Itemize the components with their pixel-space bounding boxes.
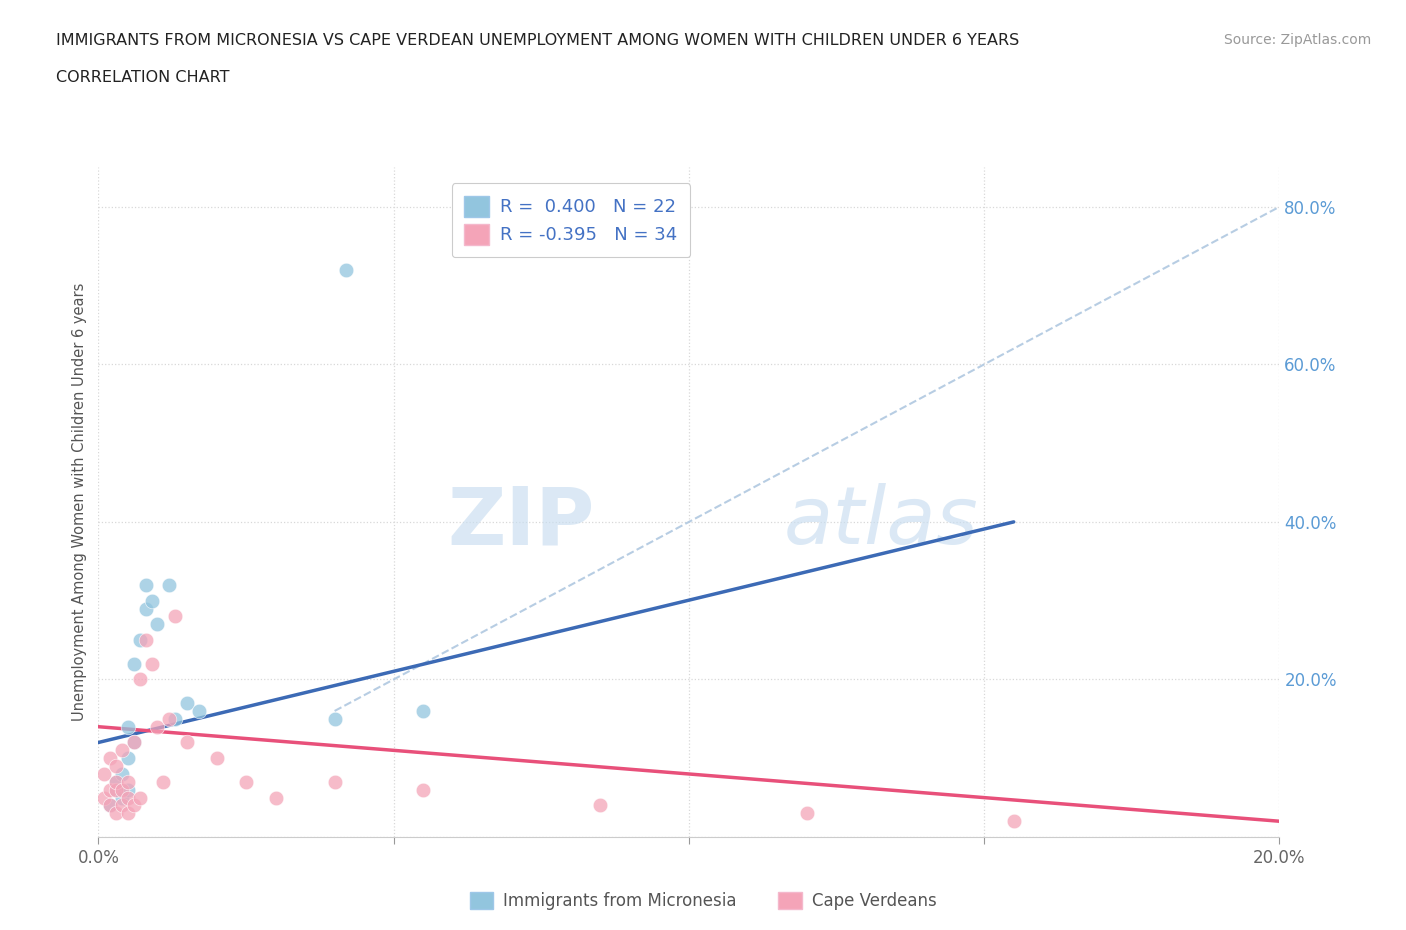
Point	[117, 751, 139, 765]
Legend: Immigrants from Micronesia, Cape Verdeans: Immigrants from Micronesia, Cape Verdean…	[463, 885, 943, 917]
Point	[128, 632, 150, 647]
Point	[589, 798, 612, 813]
Point	[176, 735, 198, 750]
Point	[264, 790, 287, 805]
Point	[98, 751, 121, 765]
Point	[176, 696, 198, 711]
Point	[111, 766, 134, 781]
Point	[117, 775, 139, 790]
Point	[135, 578, 157, 592]
Point	[105, 806, 128, 821]
Text: CORRELATION CHART: CORRELATION CHART	[56, 70, 229, 85]
Point	[105, 759, 128, 774]
Point	[146, 617, 169, 631]
Point	[141, 593, 163, 608]
Point	[98, 782, 121, 797]
Point	[93, 766, 115, 781]
Point	[323, 711, 346, 726]
Point	[117, 719, 139, 734]
Point	[165, 609, 187, 624]
Text: Source: ZipAtlas.com: Source: ZipAtlas.com	[1223, 33, 1371, 46]
Point	[105, 775, 128, 790]
Point	[412, 703, 434, 718]
Text: IMMIGRANTS FROM MICRONESIA VS CAPE VERDEAN UNEMPLOYMENT AMONG WOMEN WITH CHILDRE: IMMIGRANTS FROM MICRONESIA VS CAPE VERDE…	[56, 33, 1019, 47]
Point	[122, 657, 145, 671]
Point	[157, 578, 180, 592]
Point	[111, 798, 134, 813]
Point	[105, 782, 128, 797]
Point	[412, 782, 434, 797]
Point	[146, 719, 169, 734]
Text: ZIP: ZIP	[447, 484, 595, 562]
Point	[152, 775, 174, 790]
Point	[111, 743, 134, 758]
Point	[117, 806, 139, 821]
Point	[117, 790, 139, 805]
Point	[105, 782, 128, 797]
Point	[111, 790, 134, 805]
Point	[122, 735, 145, 750]
Point	[165, 711, 187, 726]
Point	[105, 775, 128, 790]
Point	[122, 798, 145, 813]
Point	[205, 751, 228, 765]
Point	[122, 735, 145, 750]
Point	[157, 711, 180, 726]
Point	[135, 601, 157, 616]
Point	[111, 782, 134, 797]
Point	[235, 775, 257, 790]
Point	[128, 790, 150, 805]
Point	[141, 657, 163, 671]
Point	[93, 790, 115, 805]
Point	[98, 798, 121, 813]
Point	[796, 806, 818, 821]
Point	[128, 672, 150, 687]
Point	[98, 798, 121, 813]
Point	[135, 632, 157, 647]
Point	[1002, 814, 1025, 829]
Point	[187, 703, 209, 718]
Text: atlas: atlas	[783, 484, 979, 562]
Point	[323, 775, 346, 790]
Point	[117, 782, 139, 797]
Legend: R =  0.400   N = 22, R = -0.395   N = 34: R = 0.400 N = 22, R = -0.395 N = 34	[451, 183, 690, 258]
Y-axis label: Unemployment Among Women with Children Under 6 years: Unemployment Among Women with Children U…	[72, 283, 87, 722]
Point	[335, 262, 357, 277]
